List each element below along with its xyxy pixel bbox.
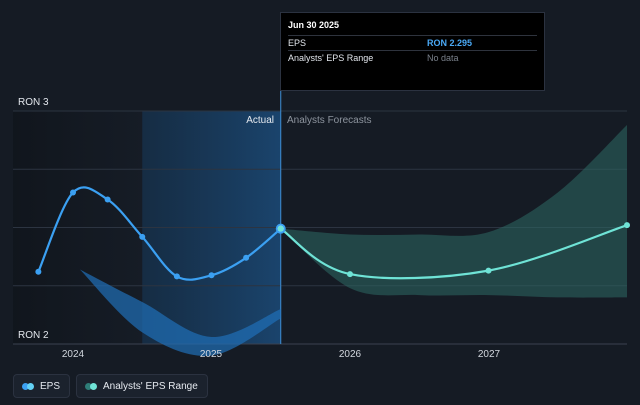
legend-eps-label: EPS (40, 380, 61, 392)
tooltip-eps-value: RON 2.295 (427, 38, 473, 48)
tooltip-date: Jun 30 2025 (288, 20, 340, 30)
legend-eps-dot-2 (27, 382, 34, 390)
legend-item-eps-range[interactable]: Analysts' EPS Range (76, 374, 208, 398)
series-0-point-0 (35, 268, 42, 275)
tooltip-range-value: No data (427, 53, 459, 63)
legend-range-dot-2 (90, 382, 98, 390)
legend-range-label: Analysts' EPS Range (103, 380, 198, 392)
series-1-point-2 (485, 267, 492, 274)
series-0-point-6 (243, 254, 250, 261)
series-1-point-3 (624, 222, 630, 229)
tooltip-row-range: Analysts' EPS Range No data (288, 50, 537, 65)
legend-item-eps[interactable]: EPS (13, 374, 71, 398)
tooltip-eps-label: EPS (288, 38, 307, 48)
forecast-label: Analysts Forecasts (287, 115, 371, 126)
y-tick-label-bottom: RON 2 (18, 330, 49, 341)
x-tick-label-2024: 2024 (62, 349, 85, 360)
series-1-point-1 (347, 271, 353, 278)
series-0-point-5 (208, 272, 215, 279)
legend-eps-dot-1 (22, 382, 29, 390)
y-tick-label-top: RON 3 (18, 97, 49, 108)
legend-range-dot-1 (85, 382, 93, 390)
eps-range-area-0 (79, 269, 281, 356)
tooltip-row-eps: EPS RON 2.295 (288, 35, 537, 50)
tooltip-range-label: Analysts' EPS Range (288, 53, 374, 63)
legend-range-icon (85, 382, 98, 390)
x-tick-label-2025: 2025 (200, 349, 223, 360)
series-0-point-1 (70, 189, 76, 196)
series-1-point-0 (277, 225, 284, 232)
chart-legend: EPS Analysts' EPS Range (13, 374, 208, 398)
eps-range-area-1 (280, 124, 627, 298)
hover-tooltip: Jun 30 2025 EPS RON 2.295 Analysts' EPS … (280, 12, 545, 91)
x-tick-label-2027: 2027 (478, 349, 501, 360)
legend-eps-icon (22, 382, 34, 390)
series-0-point-2 (104, 196, 111, 203)
series-line-1 (279, 224, 629, 280)
series-0-point-3 (139, 233, 146, 240)
actual-label: Actual (246, 115, 274, 126)
series-0-point-4 (173, 273, 180, 280)
x-tick-label-2026: 2026 (339, 349, 362, 360)
